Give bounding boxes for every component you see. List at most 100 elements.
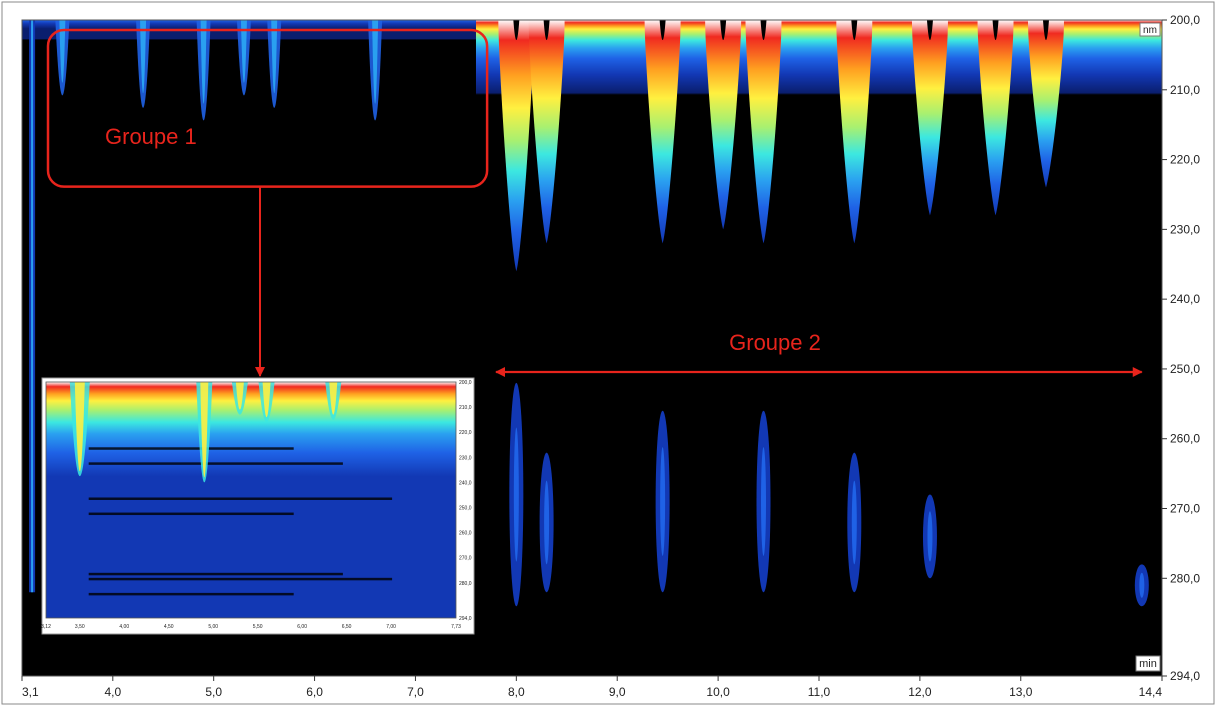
y-tick-label: 260,0 [1170,432,1200,446]
group2-peak [644,20,681,244]
y-tick-label: 200,0 [1170,13,1200,27]
groupe1-box [46,28,489,188]
x-tick-label: 14,4 [1139,685,1163,699]
group2-peak-core [992,20,999,40]
x-tick-label: 5,0 [205,685,222,699]
inset-y-tick-label: 250,0 [459,506,472,512]
group1-peak-core [372,20,379,104]
y-unit-label: nm [1139,22,1161,37]
inset-plot-frame [45,381,457,619]
inset-x-tick-label: 3,50 [75,624,85,630]
inset-x-tick-label: 4,00 [119,624,129,630]
x-tick-label: 4,0 [104,685,121,699]
x-tick-label: 13,0 [1009,685,1033,699]
inset-noise-band [88,572,343,576]
y-tick-label: 280,0 [1170,571,1200,585]
inset-noise-band [88,462,343,465]
y-tick-label: 220,0 [1170,153,1200,167]
x-tick-label: 3,1 [22,685,39,699]
x-tick-label: 11,0 [808,685,831,699]
group2-peak-core [1042,20,1049,40]
inset-plot-background [46,382,456,618]
group2-peak [745,20,782,244]
group2-peak [911,20,948,216]
y-tick-label: 250,0 [1170,362,1200,376]
svg-text:nm: nm [1143,25,1157,36]
group2-peak [1027,20,1064,188]
contour-edge [475,180,1162,244]
inset-y-tick-label: 210,0 [459,405,472,411]
group1-peak-core [59,20,66,83]
inset-x-tick-label: 7,00 [386,624,396,630]
inset-noise-band [88,447,294,450]
inset-x-tick-label: 4,50 [164,624,174,630]
inset-y-tick-label: 240,0 [459,480,472,486]
inset-noise-band [88,592,294,596]
group2-peak [705,20,742,230]
inset-noise-band [88,512,294,516]
y-tick-label: 230,0 [1170,222,1200,236]
secondary-band-core [851,480,857,565]
annotations: Groupe 1 Groupe 2 [46,28,1143,377]
y-tick-label: 240,0 [1170,292,1200,306]
group1-peak-core [200,20,207,104]
y-tick-label: 210,0 [1170,83,1200,97]
y-tick-label: 270,0 [1170,502,1200,516]
group2-peak-core [543,20,550,40]
secondary-band-core [927,511,933,562]
inset-x-tick-label: 3,12 [41,624,51,630]
inset-x-tick-label: 6,00 [297,624,307,630]
inset-y-tick-label: 230,0 [459,455,472,461]
y-tick-label: 294,0 [1170,669,1200,683]
axes: 3,1 4,0 5,0 6,0 7,0 8,0 9,0 10,0 11,0 12,0 13,0 14,… [21,13,1200,699]
inset-peak-core [74,382,85,472]
inset-x-tick-label: 7,73 [451,624,461,630]
inset-y-tick-label: 200,0 [459,380,472,386]
svg-text:min: min [1139,658,1157,670]
inset-y-tick-label: 270,0 [459,556,472,562]
secondary-band-core [513,427,519,562]
group2-peak-core [659,20,666,40]
inset-y-tick-label: 220,0 [459,430,472,436]
inset-x-tick-label: 5,00 [208,624,218,630]
group2-peak-core [513,20,520,40]
inset-x-tick-label: 5,50 [253,624,263,630]
inset-y-tick-label: 280,0 [459,581,472,587]
group2-peak-core [760,20,767,40]
x-tick-label: 7,0 [407,685,424,699]
inset-noise-band [88,577,393,581]
inset-y-tick-label: 294,0 [459,616,472,622]
inset-peak-core [262,382,271,418]
inset-peak-core [235,382,244,410]
plot-area [22,20,1162,676]
secondary-band-core [761,447,767,556]
x-tick-label: 12,0 [908,685,932,699]
inset-y-tick-label: 260,0 [459,531,472,537]
x-tick-label: 6,0 [306,685,323,699]
inset-peak-core [200,382,209,478]
inset-noise-band [88,497,393,500]
group1-peak-core [240,20,247,83]
group2-peak [836,20,873,244]
inset-zoom-plot: 3,12 3,50 4,00 4,50 5,00 5,50 6,00 6,50 7,00 7,73… [41,377,475,635]
x-tick-label: 9,0 [609,685,626,699]
x-tick-label: 10,0 [706,685,730,699]
groupe1-label: Groupe 1 [105,124,197,149]
x-unit-label: min [1135,655,1161,672]
groupe2-label: Groupe 2 [729,330,821,355]
inset-peak-core [329,382,338,415]
group2-peak-core [926,20,933,40]
secondary-band-core [660,447,666,556]
secondary-band-core [544,480,550,565]
group2-peak [528,20,565,244]
x-tick-label: 8,0 [508,685,525,699]
plot-frame [21,19,1163,677]
group1-peak-core [271,20,278,94]
inset-x-tick-label: 6,50 [342,624,352,630]
group1-peak-core [140,20,147,94]
group2-peak [977,20,1014,216]
secondary-band-core [1139,572,1145,598]
group2-peak [498,20,535,272]
group2-peak-core [720,20,727,40]
